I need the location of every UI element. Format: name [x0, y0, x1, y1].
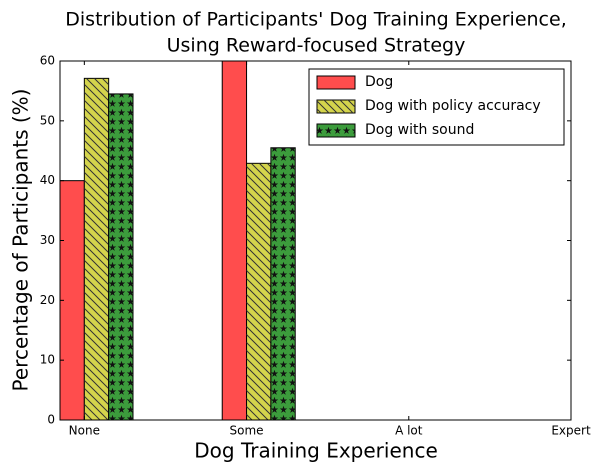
- bar: [59, 180, 85, 421]
- y-tick-label: 20: [40, 293, 55, 307]
- y-axis-label: Percentage of Participants (%): [9, 89, 33, 392]
- bar-hatch: [108, 93, 133, 421]
- y-tick-label: 10: [40, 353, 55, 367]
- chart-title: Using Reward-focused Strategy: [167, 35, 466, 57]
- legend-swatch-hatch: [317, 100, 355, 113]
- legend-label: Dog with policy accuracy: [365, 98, 541, 114]
- legend-swatch: [316, 75, 356, 90]
- bar-hatch: [84, 78, 109, 420]
- legend-label: Dog: [365, 74, 393, 90]
- legend-swatch-hatch: [317, 124, 355, 137]
- y-tick-label: 0: [47, 413, 55, 427]
- bar-hatch: [246, 163, 271, 420]
- bar: [221, 60, 248, 421]
- y-tick-label: 40: [40, 173, 55, 187]
- x-tick-label: Some: [230, 424, 264, 438]
- y-tick-label: 30: [40, 233, 55, 247]
- x-tick-label: A lot: [395, 424, 423, 438]
- x-axis-label: Dog Training Experience: [194, 439, 438, 463]
- legend-label: Dog with sound: [365, 122, 474, 138]
- chart-title: Distribution of Participants' Dog Traini…: [65, 9, 566, 31]
- x-tick-label: Expert: [551, 424, 591, 438]
- y-tick-label: 60: [40, 54, 55, 68]
- bar-hatch: [270, 147, 296, 420]
- x-tick-label: None: [69, 424, 100, 438]
- y-tick-label: 50: [40, 113, 55, 127]
